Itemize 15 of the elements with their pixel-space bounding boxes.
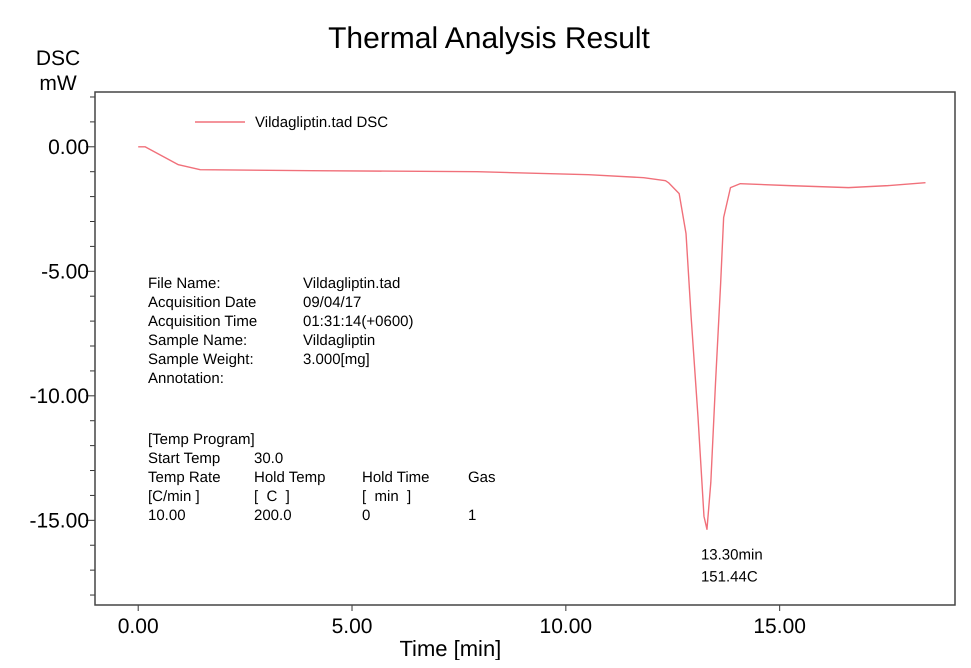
y-tick-label: -5.00	[41, 260, 89, 284]
chart-title: Thermal Analysis Result	[328, 22, 651, 55]
x-tick-label: 10.00	[540, 615, 592, 638]
y-tick-label: -15.00	[29, 509, 89, 532]
annotation: 13.30min 151.44C	[700, 546, 763, 586]
line-series	[137, 146, 926, 530]
x-tick-label: 0.00	[118, 615, 159, 638]
text: [Temp Program] Start Temp 30.0 Temp Rate Hold Temp Hold Time Gas [C/min ] [ C ] [ min ] 10.00 200.0 0 1	[148, 431, 496, 524]
x-tick-label: 15.00	[753, 615, 806, 638]
text: File Name: Vildagliptin.tad Acquisition Date 09/04/17 Acquisition Time 01:31:14(+0600) Sample Name: Vildagliptin Sample Weight: 3.000[mg] Annotation:	[148, 275, 414, 387]
x-tick-label: 5.00	[332, 615, 372, 638]
y-tick-label: -10.00	[29, 384, 89, 408]
legend-label: Vildagliptin.tad DSC	[255, 114, 388, 131]
y-axis-title: DSC mW	[36, 47, 80, 95]
y-tick-label: 0.00	[48, 136, 89, 159]
